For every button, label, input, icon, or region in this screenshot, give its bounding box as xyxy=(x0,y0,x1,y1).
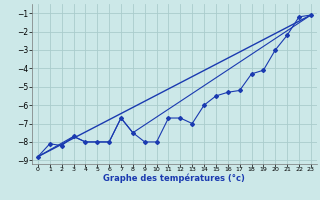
X-axis label: Graphe des températures (°c): Graphe des températures (°c) xyxy=(103,174,245,183)
